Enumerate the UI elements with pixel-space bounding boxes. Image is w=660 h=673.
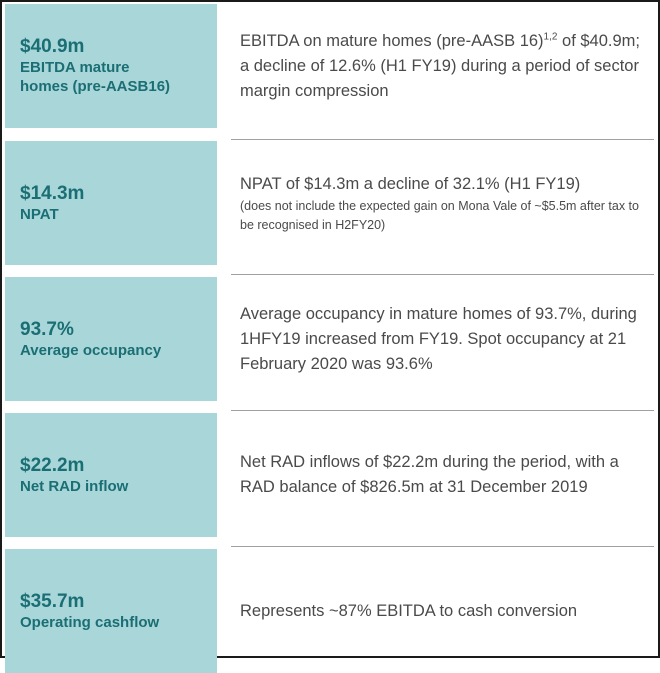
footnote-ref: 1,2 [543,31,558,42]
highlight-row-occupancy: 93.7% Average occupancy Average occupanc… [5,277,651,401]
kpi-box-ebitda: $40.9m EBITDA mature homes (pre-AASB16) [5,4,217,128]
kpi-label: Average occupancy [20,341,162,359]
description-text: Represents ~87% EBITDA to cash conversio… [240,601,578,620]
highlight-description: Net RAD inflows of $22.2m during the per… [240,413,651,537]
row-divider [231,274,654,275]
kpi-value: $14.3m [20,182,85,204]
row-divider [231,410,654,411]
description-text: NPAT of $14.3m a decline of 32.1% (H1 FY… [240,174,581,193]
highlight-row-net-rad: $22.2m Net RAD inflow Net RAD inflows of… [5,413,651,537]
kpi-box-npat: $14.3m NPAT [5,141,217,265]
description-text: Net RAD inflows of $22.2m during the per… [240,453,619,496]
kpi-box-operating-cashflow: $35.7m Operating cashflow [5,549,217,673]
kpi-label: Operating cashflow [20,613,160,631]
highlight-row-ebitda: $40.9m EBITDA mature homes (pre-AASB16) … [5,4,651,128]
description-text-rest: of $40.9m; a decline of 12.6% (H1 FY19) … [240,31,641,100]
kpi-label-line: homes (pre-AASB16) [20,78,171,95]
highlight-row-npat: $14.3m NPAT NPAT of $14.3m a decline of … [5,141,651,265]
kpi-label: Net RAD inflow [20,477,129,495]
kpi-value: $40.9m [20,36,85,57]
highlight-description: EBITDA on mature homes (pre-AASB 16)1,2 … [240,4,651,128]
kpi-box-occupancy: 93.7% Average occupancy [5,277,217,401]
kpi-box-net-rad: $22.2m Net RAD inflow [5,413,217,537]
row-divider [231,139,654,140]
description-text-main: EBITDA on mature homes (pre-AASB 16) [240,31,544,50]
description-note: (does not include the expected gain on M… [240,198,639,232]
highlight-description: NPAT of $14.3m a decline of 32.1% (H1 FY… [240,141,651,265]
kpi-label-line: EBITDA mature [20,59,130,76]
description-text: Average occupancy in mature homes of 93.… [240,304,637,373]
kpi-label: NPAT [20,205,59,223]
highlight-row-operating-cashflow: $35.7m Operating cashflow Represents ~87… [5,549,651,673]
row-divider [231,546,654,547]
kpi-value: $35.7m [20,590,85,612]
highlight-description: Average occupancy in mature homes of 93.… [240,277,651,401]
highlight-description: Represents ~87% EBITDA to cash conversio… [240,549,651,673]
description-text: EBITDA on mature homes (pre-AASB 16)1,2 … [240,29,651,104]
kpi-value: $22.2m [20,454,85,476]
kpi-label: EBITDA mature homes (pre-AASB16) [20,58,217,96]
kpi-value: 93.7% [20,318,74,340]
